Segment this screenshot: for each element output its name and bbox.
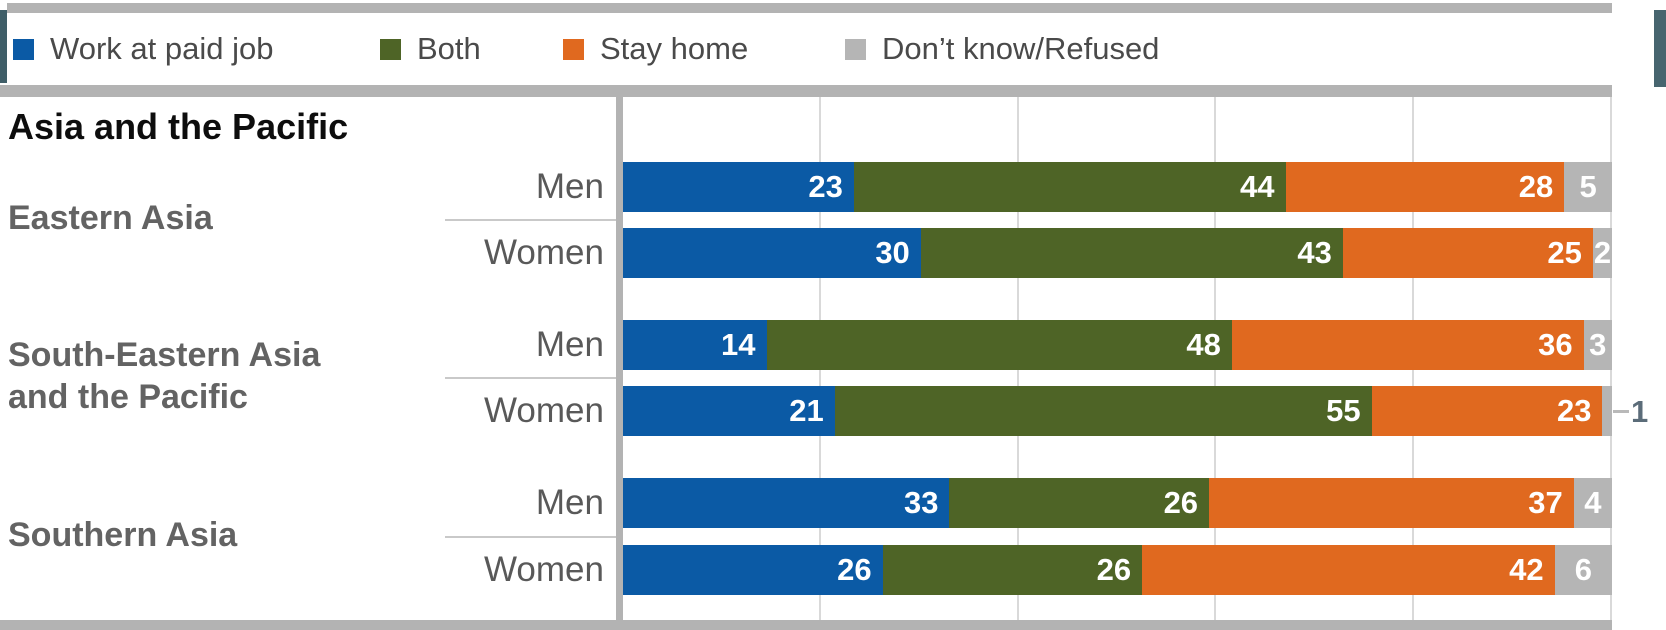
axis-baseline (616, 97, 623, 620)
segment: 26 (623, 545, 883, 595)
segment: 48 (766, 320, 1232, 370)
row-label-men: Men (535, 167, 604, 206)
segment: 26 (949, 478, 1210, 528)
right-teal-accent (1654, 10, 1666, 87)
segment: 25 (1342, 228, 1593, 278)
row-divider (445, 377, 616, 379)
legend-label: Don’t know/Refused (882, 31, 1160, 66)
row-divider (445, 536, 616, 538)
group-label: Eastern Asia (8, 199, 213, 237)
callout-value: 1 (1631, 394, 1649, 429)
legend-item: Work at paid job (13, 13, 273, 85)
group-label: South-Eastern Asia and the Pacific (8, 336, 321, 416)
legend-swatch-icon (845, 38, 866, 60)
legend-item: Both (380, 13, 481, 85)
row-divider (445, 219, 616, 221)
segment: 37 (1209, 478, 1574, 528)
bar-southern-asia-women: 26 26 42 6 (623, 545, 1612, 595)
segment: 5 (1564, 162, 1612, 212)
segment: 2 (1592, 228, 1612, 278)
bar-southern-asia-men: 33 26 37 4 (623, 478, 1612, 528)
segment: 6 (1554, 545, 1612, 595)
segment: 3 (1583, 320, 1612, 370)
segment: 23 (623, 162, 854, 212)
legend-swatch-icon (380, 38, 401, 60)
segment: 30 (623, 228, 921, 278)
bar-south-eastern-asia-and-the-pacific-women: 21 55 23 (623, 386, 1612, 436)
segment: 44 (853, 162, 1286, 212)
legend-item: Don’t know/Refused (845, 13, 1159, 85)
row-label-men: Men (535, 325, 604, 364)
bar-south-eastern-asia-and-the-pacific-men: 14 48 36 3 (623, 320, 1612, 370)
bar-eastern-asia-women: 30 43 25 2 (623, 228, 1612, 278)
section-title: Asia and the Pacific (8, 106, 349, 147)
top-rule (7, 3, 1612, 13)
segment: 28 (1285, 162, 1565, 212)
segment: 36 (1231, 320, 1584, 370)
legend-swatch-icon (563, 38, 584, 60)
row-label-women: Women (484, 391, 604, 430)
segment: 26 (882, 545, 1143, 595)
row-label-women: Women (484, 233, 604, 272)
legend-item: Stay home (563, 13, 748, 85)
legend: Work at paid job Both Stay home Don’t know/… (0, 13, 1666, 85)
chart-top-rule (0, 85, 1612, 97)
chart-bottom-rule (0, 620, 1612, 630)
left-teal-accent (0, 10, 7, 83)
segment: 55 (834, 386, 1372, 436)
segment: 21 (623, 386, 835, 436)
callout-dash (1613, 410, 1629, 413)
segment: 4 (1573, 478, 1612, 528)
segment: 43 (920, 228, 1343, 278)
segment (1602, 386, 1612, 436)
segment: 23 (1371, 386, 1603, 436)
row-label-women: Women (484, 550, 604, 589)
legend-label: Both (417, 31, 481, 66)
legend-label: Stay home (600, 31, 749, 66)
segment: 33 (623, 478, 950, 528)
row-label-men: Men (535, 483, 604, 522)
segment: 14 (623, 320, 767, 370)
segment: 42 (1142, 545, 1555, 595)
legend-label: Work at paid job (50, 31, 274, 66)
group-label: Southern Asia (8, 516, 238, 554)
legend-swatch-icon (13, 38, 34, 60)
bar-eastern-asia-men: 23 44 28 5 (623, 162, 1612, 212)
